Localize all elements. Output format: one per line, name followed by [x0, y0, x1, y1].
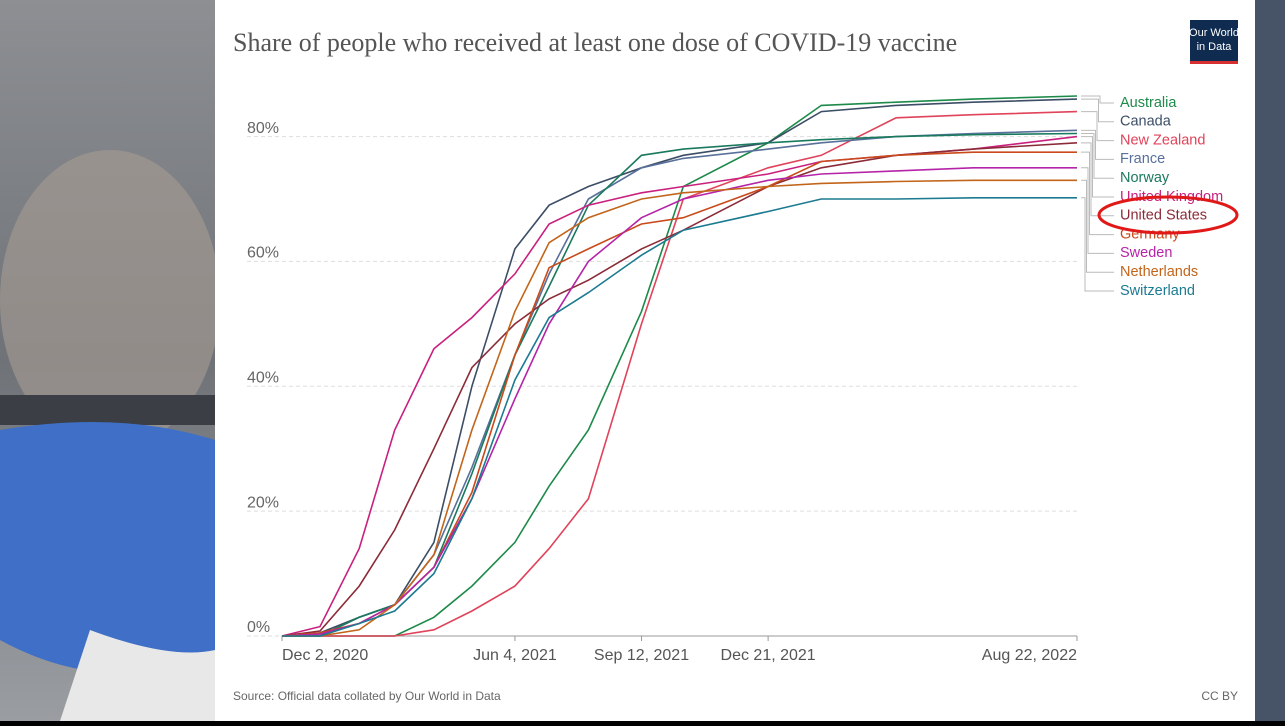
side-strip [1255, 0, 1285, 721]
logo [1190, 20, 1238, 64]
series-line [281, 142, 1078, 637]
legend-label: Sweden [1120, 245, 1172, 261]
legend-leader [1081, 151, 1114, 236]
logo-text: in Data [1197, 41, 1233, 53]
x-tick-label: Sep 12, 2021 [594, 647, 689, 664]
legend-label: Australia [1120, 95, 1177, 111]
legend-leader [1081, 142, 1114, 217]
series-line [282, 132, 1078, 637]
legend-label: Canada [1120, 114, 1172, 130]
legend-label: France [1120, 151, 1165, 167]
x-tick-label: Jun 4, 2021 [473, 647, 557, 664]
legend-leader [1081, 111, 1114, 142]
legend-leader [1081, 167, 1114, 254]
legend-label: Switzerland [1120, 283, 1195, 299]
legend-leader [1081, 98, 1114, 123]
x-tick-label: Dec 2, 2020 [282, 647, 368, 664]
highlight-circle [1097, 195, 1239, 235]
photo-goggles [0, 395, 215, 425]
legend-leader [1081, 95, 1114, 104]
y-tick-label: 20% [247, 494, 279, 511]
legend-leader [1081, 132, 1114, 179]
logo-underline [1190, 61, 1238, 64]
y-tick-label: 0% [247, 619, 270, 636]
y-tick-label: 80% [247, 120, 279, 137]
series-line [282, 197, 1077, 637]
legend-label: Norway [1120, 170, 1170, 186]
series-line [282, 110, 1078, 637]
legend-leader [1081, 179, 1114, 273]
x-tick-label: Dec 21, 2021 [721, 647, 816, 664]
legend-leader [1081, 129, 1114, 160]
legend-label: Netherlands [1120, 264, 1198, 280]
legend-leader [1081, 197, 1114, 292]
photo-face [0, 150, 220, 450]
photo-glove [60, 630, 215, 721]
license: CC BY [1201, 689, 1238, 703]
legend-label: New Zealand [1120, 132, 1205, 148]
legend-leader [1081, 136, 1114, 198]
x-tick-label: Aug 22, 2022 [982, 647, 1077, 664]
plot: 0% 20% 40% 60% 80% Dec 2, 2020 Jun 4, 2021 Sep … [247, 95, 1223, 664]
chart-title: Share of people who received at least on… [233, 28, 957, 57]
y-tick-label: 60% [247, 245, 279, 262]
legend-label: United States [1120, 208, 1207, 224]
logo-text: Our World [1189, 27, 1239, 39]
photo-mask [0, 422, 215, 673]
chart-panel [215, 0, 1255, 721]
source: Source: Official data collated by Our Wo… [233, 689, 501, 703]
series-line [281, 167, 1077, 637]
y-tick-label: 40% [247, 370, 279, 387]
